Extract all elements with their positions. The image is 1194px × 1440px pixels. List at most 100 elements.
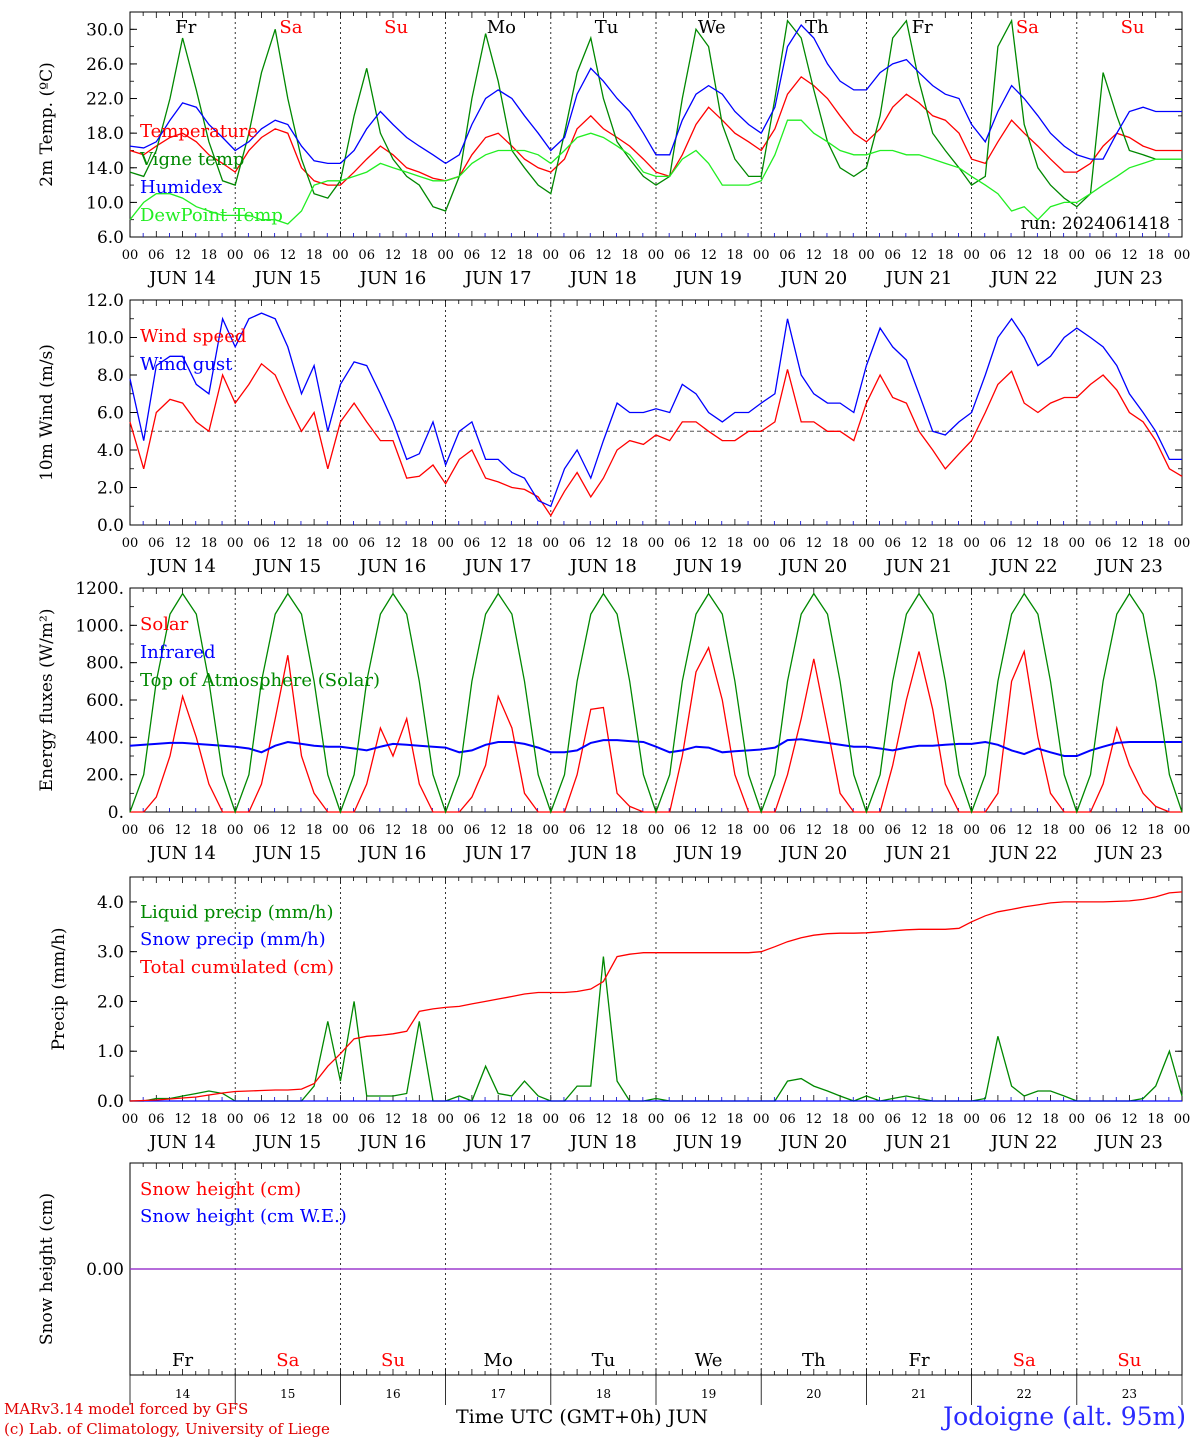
- temp-ytick-label: 26.0: [86, 55, 124, 75]
- precip-date-label: JUN 22: [989, 1132, 1058, 1153]
- wind-hour-label: 06: [884, 536, 901, 551]
- energy-date-label: JUN 22: [989, 843, 1058, 864]
- wind-hour-label: 18: [411, 536, 428, 551]
- wind-hour-label: 12: [490, 536, 507, 551]
- wind-hour-label: 18: [201, 536, 218, 551]
- temp-hour-label: 06: [358, 248, 375, 263]
- energy-hour-label: 18: [201, 823, 218, 838]
- temp-hour-label: 18: [1042, 248, 1059, 263]
- energy-hour-label: 00: [437, 823, 454, 838]
- temp-ytick-label: 30.0: [86, 20, 124, 40]
- wind-hour-label: 00: [332, 536, 349, 551]
- temp-y-axis-label: 2m Temp. (ºC): [37, 62, 57, 187]
- energy-hour-label: 00: [1174, 823, 1191, 838]
- temp-ytick-label: 6.0: [97, 228, 124, 248]
- precip-hour-label: 00: [963, 1112, 980, 1127]
- wind-hour-label: 00: [858, 536, 875, 551]
- wind-ytick-label: 10.0: [86, 329, 124, 349]
- temp-hour-label: 12: [595, 248, 612, 263]
- wind-hour-label: 12: [595, 536, 612, 551]
- wind-hour-label: 00: [1174, 536, 1191, 551]
- snow-day-number: 22: [1017, 1387, 1032, 1401]
- temp-hour-label: 00: [648, 248, 665, 263]
- energy-hour-label: 12: [174, 823, 191, 838]
- temp-hour-label: 00: [963, 248, 980, 263]
- temp-day-abbr: We: [698, 17, 726, 38]
- wind-hour-label: 06: [148, 536, 165, 551]
- wind-legend-wind-speed: Wind speed: [140, 326, 246, 347]
- temp-legend-humidex: Humidex: [140, 177, 222, 198]
- temp-hour-label: 12: [490, 248, 507, 263]
- energy-hour-label: 12: [1016, 823, 1033, 838]
- precip-hour-label: 00: [1174, 1112, 1191, 1127]
- energy-legend-infrared: Infrared: [140, 642, 215, 663]
- energy-hour-label: 12: [700, 823, 717, 838]
- precip-hour-label: 06: [358, 1112, 375, 1127]
- x-axis-title: Time UTC (GMT+0h) JUN: [456, 1406, 708, 1428]
- wind-date-label: JUN 17: [463, 556, 532, 577]
- energy-hour-label: 00: [543, 823, 560, 838]
- energy-hour-label: 00: [122, 823, 139, 838]
- wind-date-label: JUN 23: [1094, 556, 1163, 577]
- temp-hour-label: 06: [569, 248, 586, 263]
- temp-hour-label: 18: [1147, 248, 1164, 263]
- wind-ytick-label: 8.0: [97, 366, 124, 386]
- snow-y-axis-label: Snow height (cm): [37, 1193, 57, 1345]
- energy-hour-label: 18: [621, 823, 638, 838]
- wind-hour-label: 18: [1147, 536, 1164, 551]
- temp-hour-label: 00: [1069, 248, 1086, 263]
- precip-series-total-cumulated-cm-: [129, 891, 1183, 1102]
- precip-hour-label: 12: [385, 1112, 402, 1127]
- temp-hour-label: 00: [1174, 248, 1191, 263]
- snow-day-abbr: Mo: [484, 1350, 513, 1371]
- temp-hour-label: 00: [122, 248, 139, 263]
- precip-hour-label: 00: [332, 1112, 349, 1127]
- wind-hour-label: 18: [306, 536, 323, 551]
- temp-day-abbr: Fr: [912, 17, 933, 38]
- model-credit: MARv3.14 model forced by GFS: [4, 1400, 249, 1418]
- energy-hour-label: 12: [1121, 823, 1138, 838]
- precip-hour-label: 00: [1069, 1112, 1086, 1127]
- temp-hour-label: 12: [174, 248, 191, 263]
- energy-hour-label: 12: [490, 823, 507, 838]
- wind-hour-label: 00: [437, 536, 454, 551]
- snow-day-number: 19: [701, 1387, 716, 1401]
- temp-ytick-label: 18.0: [86, 124, 124, 144]
- precip-ytick-label: 3.0: [97, 943, 124, 963]
- temp-hour-label: 12: [385, 248, 402, 263]
- energy-hour-label: 18: [937, 823, 954, 838]
- precip-hour-label: 12: [1121, 1112, 1138, 1127]
- wind-series-wind-speed: [129, 362, 1183, 517]
- snow-day-number: 21: [911, 1387, 926, 1401]
- precip-date-label: JUN 19: [673, 1132, 742, 1153]
- energy-date-label: JUN 16: [358, 843, 427, 864]
- temp-day-abbr: Su: [1121, 17, 1145, 38]
- temp-hour-label: 18: [937, 248, 954, 263]
- precip-hour-label: 12: [1016, 1112, 1033, 1127]
- snow-day-abbr: Sa: [1013, 1350, 1036, 1371]
- energy-hour-label: 18: [832, 823, 849, 838]
- energy-hour-label: 06: [148, 823, 165, 838]
- temp-hour-label: 00: [543, 248, 560, 263]
- energy-hour-label: 18: [516, 823, 533, 838]
- snow-ytick-label: 0.00: [86, 1260, 124, 1280]
- snow-legend-snow-height-cm-: Snow height (cm): [140, 1179, 301, 1200]
- temp-hour-label: 06: [148, 248, 165, 263]
- wind-date-label: JUN 22: [989, 556, 1058, 577]
- precip-hour-label: 18: [411, 1112, 428, 1127]
- snow-day-abbr: Fr: [908, 1350, 929, 1371]
- wind-hour-label: 18: [516, 536, 533, 551]
- snow-day-abbr: Tu: [592, 1350, 616, 1371]
- temp-hour-label: 18: [832, 248, 849, 263]
- precip-hour-label: 18: [201, 1112, 218, 1127]
- temp-date-label: JUN 23: [1094, 268, 1163, 289]
- precip-hour-label: 00: [122, 1112, 139, 1127]
- lab-credit: (c) Lab. of Climatology, University of L…: [4, 1420, 330, 1438]
- temp-hour-label: 12: [911, 248, 928, 263]
- energy-y-axis-label: Energy fluxes (W/m²): [37, 609, 57, 792]
- wind-hour-label: 00: [753, 536, 770, 551]
- precip-hour-label: 12: [280, 1112, 297, 1127]
- wind-hour-label: 18: [621, 536, 638, 551]
- temp-hour-label: 06: [674, 248, 691, 263]
